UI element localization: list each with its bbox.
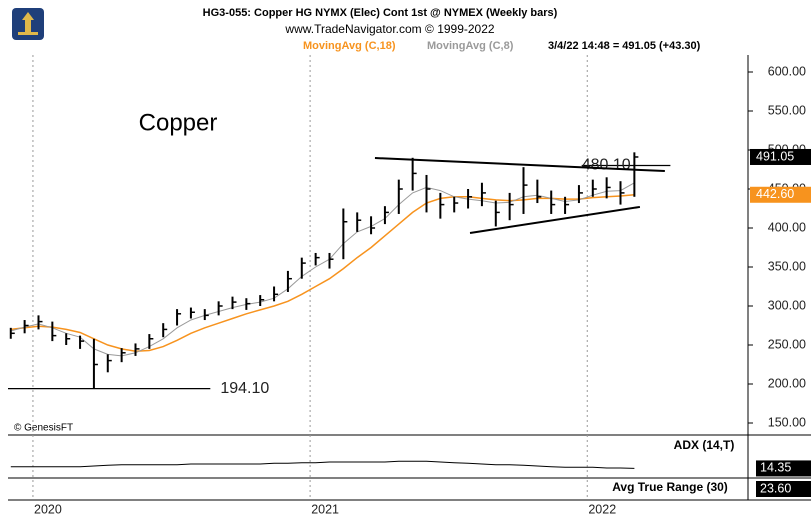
panel-label: ADX (14,T) xyxy=(674,438,735,452)
y-tick-label: 150.00 xyxy=(768,415,806,429)
x-tick-label: 2021 xyxy=(311,502,339,516)
source: © GenesisFT xyxy=(14,423,73,434)
value-box xyxy=(750,148,811,165)
adx-line xyxy=(10,460,635,469)
y-tick-label: 550.00 xyxy=(768,103,806,117)
y-tick-label: 600.00 xyxy=(768,64,806,78)
legend-entry: MovingAvg (C,8) xyxy=(427,40,514,52)
value-box xyxy=(756,460,811,477)
instrument-label: Copper xyxy=(139,109,218,136)
value-label: 491.05 xyxy=(756,149,794,163)
y-tick-label: 400.00 xyxy=(768,220,806,234)
value-box xyxy=(750,186,811,203)
value-label: 14.35 xyxy=(760,461,791,475)
x-tick-label: 2020 xyxy=(34,502,62,516)
trendline xyxy=(374,157,665,173)
y-tick-label: 350.00 xyxy=(768,259,806,273)
level-label: 194.10 xyxy=(220,380,269,397)
moving-average xyxy=(10,182,635,357)
x-tick-label: 2022 xyxy=(588,502,616,516)
y-tick-label: 250.00 xyxy=(768,337,806,351)
value-label: 23.60 xyxy=(760,481,791,495)
value-box xyxy=(756,481,811,497)
value-label: 442.60 xyxy=(756,187,794,201)
y-tick-label: 200.00 xyxy=(768,376,806,390)
subtitle: www.TradeNavigator.com © 1999-2022 xyxy=(284,22,494,36)
y-tick-label: 300.00 xyxy=(768,298,806,312)
level-label: 480.10 xyxy=(582,157,631,174)
panel-label: Avg True Range (30) xyxy=(612,480,728,494)
trendline xyxy=(469,205,641,234)
legend-entry: MovingAvg (C,18) xyxy=(303,40,396,52)
chart-title: HG3-055: Copper HG NYMX (Elec) Cont 1st … xyxy=(203,7,558,19)
logo xyxy=(12,8,44,40)
moving-average xyxy=(10,194,635,352)
quote: 3/4/22 14:48 = 491.05 (+43.30) xyxy=(548,40,701,52)
